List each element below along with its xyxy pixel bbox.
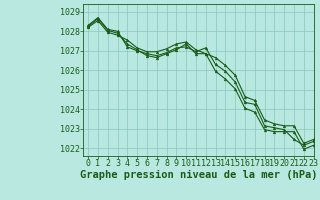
X-axis label: Graphe pression niveau de la mer (hPa): Graphe pression niveau de la mer (hPa) [80, 170, 317, 180]
